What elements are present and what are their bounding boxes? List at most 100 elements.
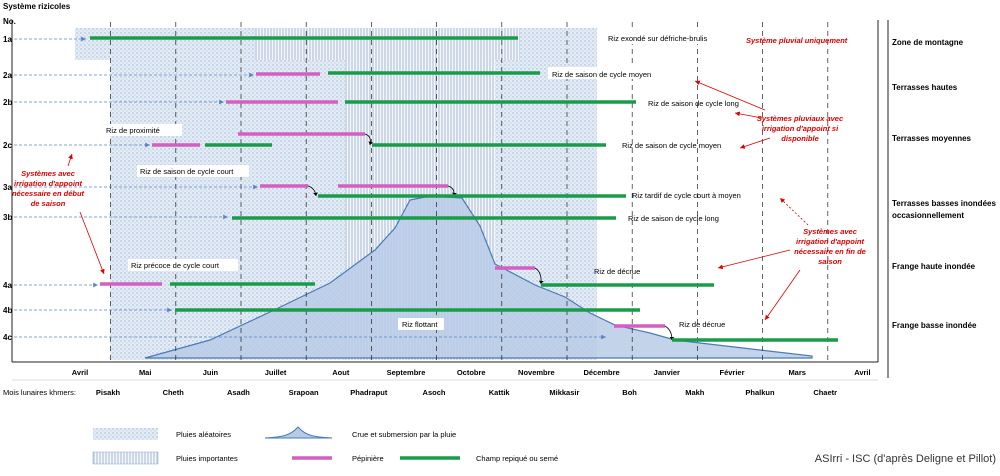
annotation-debut-3: nécessaire en début	[12, 189, 85, 198]
legend-field-label: Champ repiqué ou semé	[476, 454, 558, 463]
month-label: Octobre	[457, 368, 486, 377]
lunar-month-label: Asadh	[227, 388, 250, 397]
legend-nursery-label: Pépinière	[352, 454, 384, 463]
row-id-2c: 2c	[3, 141, 12, 150]
legend-flood-label: Crue et submersion par la pluie	[352, 430, 456, 439]
label-2a: Riz de saison de cycle moyen	[552, 70, 651, 79]
label-3a: Riz tardif de cycle court à moyen	[632, 191, 741, 200]
lunar-month-label: Kattik	[489, 388, 511, 397]
annotation-debut-1: Systèmes avec	[21, 169, 76, 178]
label-4a: Riz de décrue	[594, 267, 640, 276]
annotation-arrows	[67, 80, 809, 321]
arrow-debut-top	[67, 153, 73, 167]
lunar-month-label: Pisakh	[96, 388, 121, 397]
lunar-label: Mois lunaires khmers:	[3, 388, 76, 397]
annotation-pluviaux-2: irrigation d'appoint si	[762, 124, 839, 133]
month-label: Novembre	[518, 368, 555, 377]
connector-2c	[364, 133, 374, 146]
row-id-3b: 3b	[3, 213, 12, 222]
label-2b: Riz de saison de cycle long	[648, 99, 739, 108]
month-label: Juillet	[265, 368, 287, 377]
month-label: Septembre	[387, 368, 426, 377]
annotation-debut-4: de saison	[31, 199, 66, 208]
arrow-pluviaux-2a	[694, 80, 766, 111]
zone-terrasses-hautes: Terrasses hautes	[892, 83, 958, 92]
lunar-month-label: Makh	[685, 388, 705, 397]
month-label: Mars	[788, 368, 806, 377]
zone-terrasses-basses-2: occasionnellement	[892, 211, 964, 220]
annotation-pluviaux-3: disponible	[781, 134, 819, 143]
label-4a-precoce: Riz précoce de cycle court	[131, 261, 220, 270]
row-id-4b: 4b	[3, 306, 12, 315]
lunar-month-label: Phalkun	[745, 388, 775, 397]
row-id-2a: 2a	[3, 71, 12, 80]
arrow-fin-3	[779, 197, 809, 226]
lunar-month-label: Asoch	[423, 388, 446, 397]
lunar-month-label: Boh	[622, 388, 637, 397]
arrow-fin-4c	[764, 269, 801, 321]
month-grid	[110, 22, 829, 362]
lunar-month-label: Cheth	[163, 388, 185, 397]
lunar-month-labels: Pisakh Cheth Asadh Srapoan Phadraput Asoch Kat…	[96, 388, 837, 397]
label-1a: Riz exondé sur défriche-brulis	[608, 34, 707, 43]
legend-heavy-rain-label: Pluies importantes	[176, 454, 238, 463]
month-label: Décembre	[583, 368, 619, 377]
row-id-4a: 4a	[3, 281, 12, 290]
label-2c-proximite: Riz de proximité	[106, 126, 160, 135]
arrow-pluviaux-2b	[734, 111, 763, 119]
zone-frange-basse: Frange basse inondée	[892, 321, 977, 330]
month-label: Janvier	[654, 368, 680, 377]
month-label: Aout	[332, 368, 350, 377]
credit: ASIrri - ISC (d'après Deligne et Pillot)	[815, 453, 996, 465]
row-guides	[14, 36, 606, 340]
annotation-debut-2: irrigation d'appoint	[14, 179, 83, 188]
month-label: Avril	[72, 368, 88, 377]
zone-labels: Zone de montagne Terrasses hautes Terras…	[892, 38, 996, 330]
annotation-fin-2: irrigation d'appoint	[796, 237, 865, 246]
row-id-4c: 4c	[3, 333, 12, 342]
label-3a-court: Riz de saison de cycle court	[140, 167, 234, 176]
month-label: Février	[719, 368, 744, 377]
zone-frange-haute: Frange haute inondée	[892, 262, 976, 271]
annotation-fin-1: Systèmes avec	[803, 227, 858, 236]
zone-terrasses-moyennes: Terrasses moyennes	[892, 134, 972, 143]
zone-terrasses-basses-1: Terrasses basses inondées	[892, 199, 996, 208]
label-2c: Riz de saison de cycle moyen	[622, 141, 721, 150]
lunar-month-label: Mikkasir	[549, 388, 579, 397]
annotation-pluviaux-1: Systèmes pluviaux avec	[757, 114, 844, 123]
nursery-bars	[100, 72, 665, 328]
system-labels: Riz exondé sur défriche-brulis Riz de sa…	[102, 31, 741, 330]
heavy-rain-area-1	[255, 28, 520, 60]
lunar-month-label: Chaetr	[813, 388, 837, 397]
annotation-pluvial: Système pluvial uniquement	[746, 36, 848, 45]
label-4c-flottant: Riz flottant	[402, 320, 438, 329]
label-4c: Riz de décrue	[679, 320, 725, 329]
arrow-debut-bottom	[79, 211, 105, 275]
row-id-2b: 2b	[3, 98, 12, 107]
flood-area	[144, 195, 813, 359]
row-id-1a: 1a	[3, 35, 12, 44]
legend: Pluies aléatoires Pluies importantes Cru…	[92, 426, 558, 465]
arrow-fin-4a	[717, 249, 791, 270]
connector-4c	[664, 325, 675, 341]
legend-random-rain-label: Pluies aléatoires	[176, 430, 231, 439]
annotation-fin-3: nécessaire en fin de	[794, 247, 866, 256]
diagram-title: Système rizicoles	[3, 2, 71, 11]
zone-montagne: Zone de montagne	[892, 38, 964, 47]
legend-heavy-rain-swatch	[92, 451, 159, 465]
annotation-fin-4: saison	[818, 257, 842, 266]
lunar-month-label: Phadraput	[350, 388, 388, 397]
legend-random-rain-swatch	[93, 428, 158, 440]
lunar-month-label: Srapoan	[289, 388, 319, 397]
arrow-pluviaux-2c	[739, 137, 771, 149]
month-label: Avril	[854, 368, 870, 377]
connector-4a	[534, 267, 544, 285]
month-labels: Avril Mai Juin Juillet Aout Septembre Octobre N…	[72, 368, 871, 377]
month-label: Mai	[139, 368, 152, 377]
label-3b: Riz de saison de cycle long	[628, 214, 719, 223]
legend-flood-swatch	[264, 426, 333, 439]
no-header: No.	[3, 17, 16, 26]
annotations: Système pluvial uniquement Systèmes pluv…	[12, 36, 866, 266]
